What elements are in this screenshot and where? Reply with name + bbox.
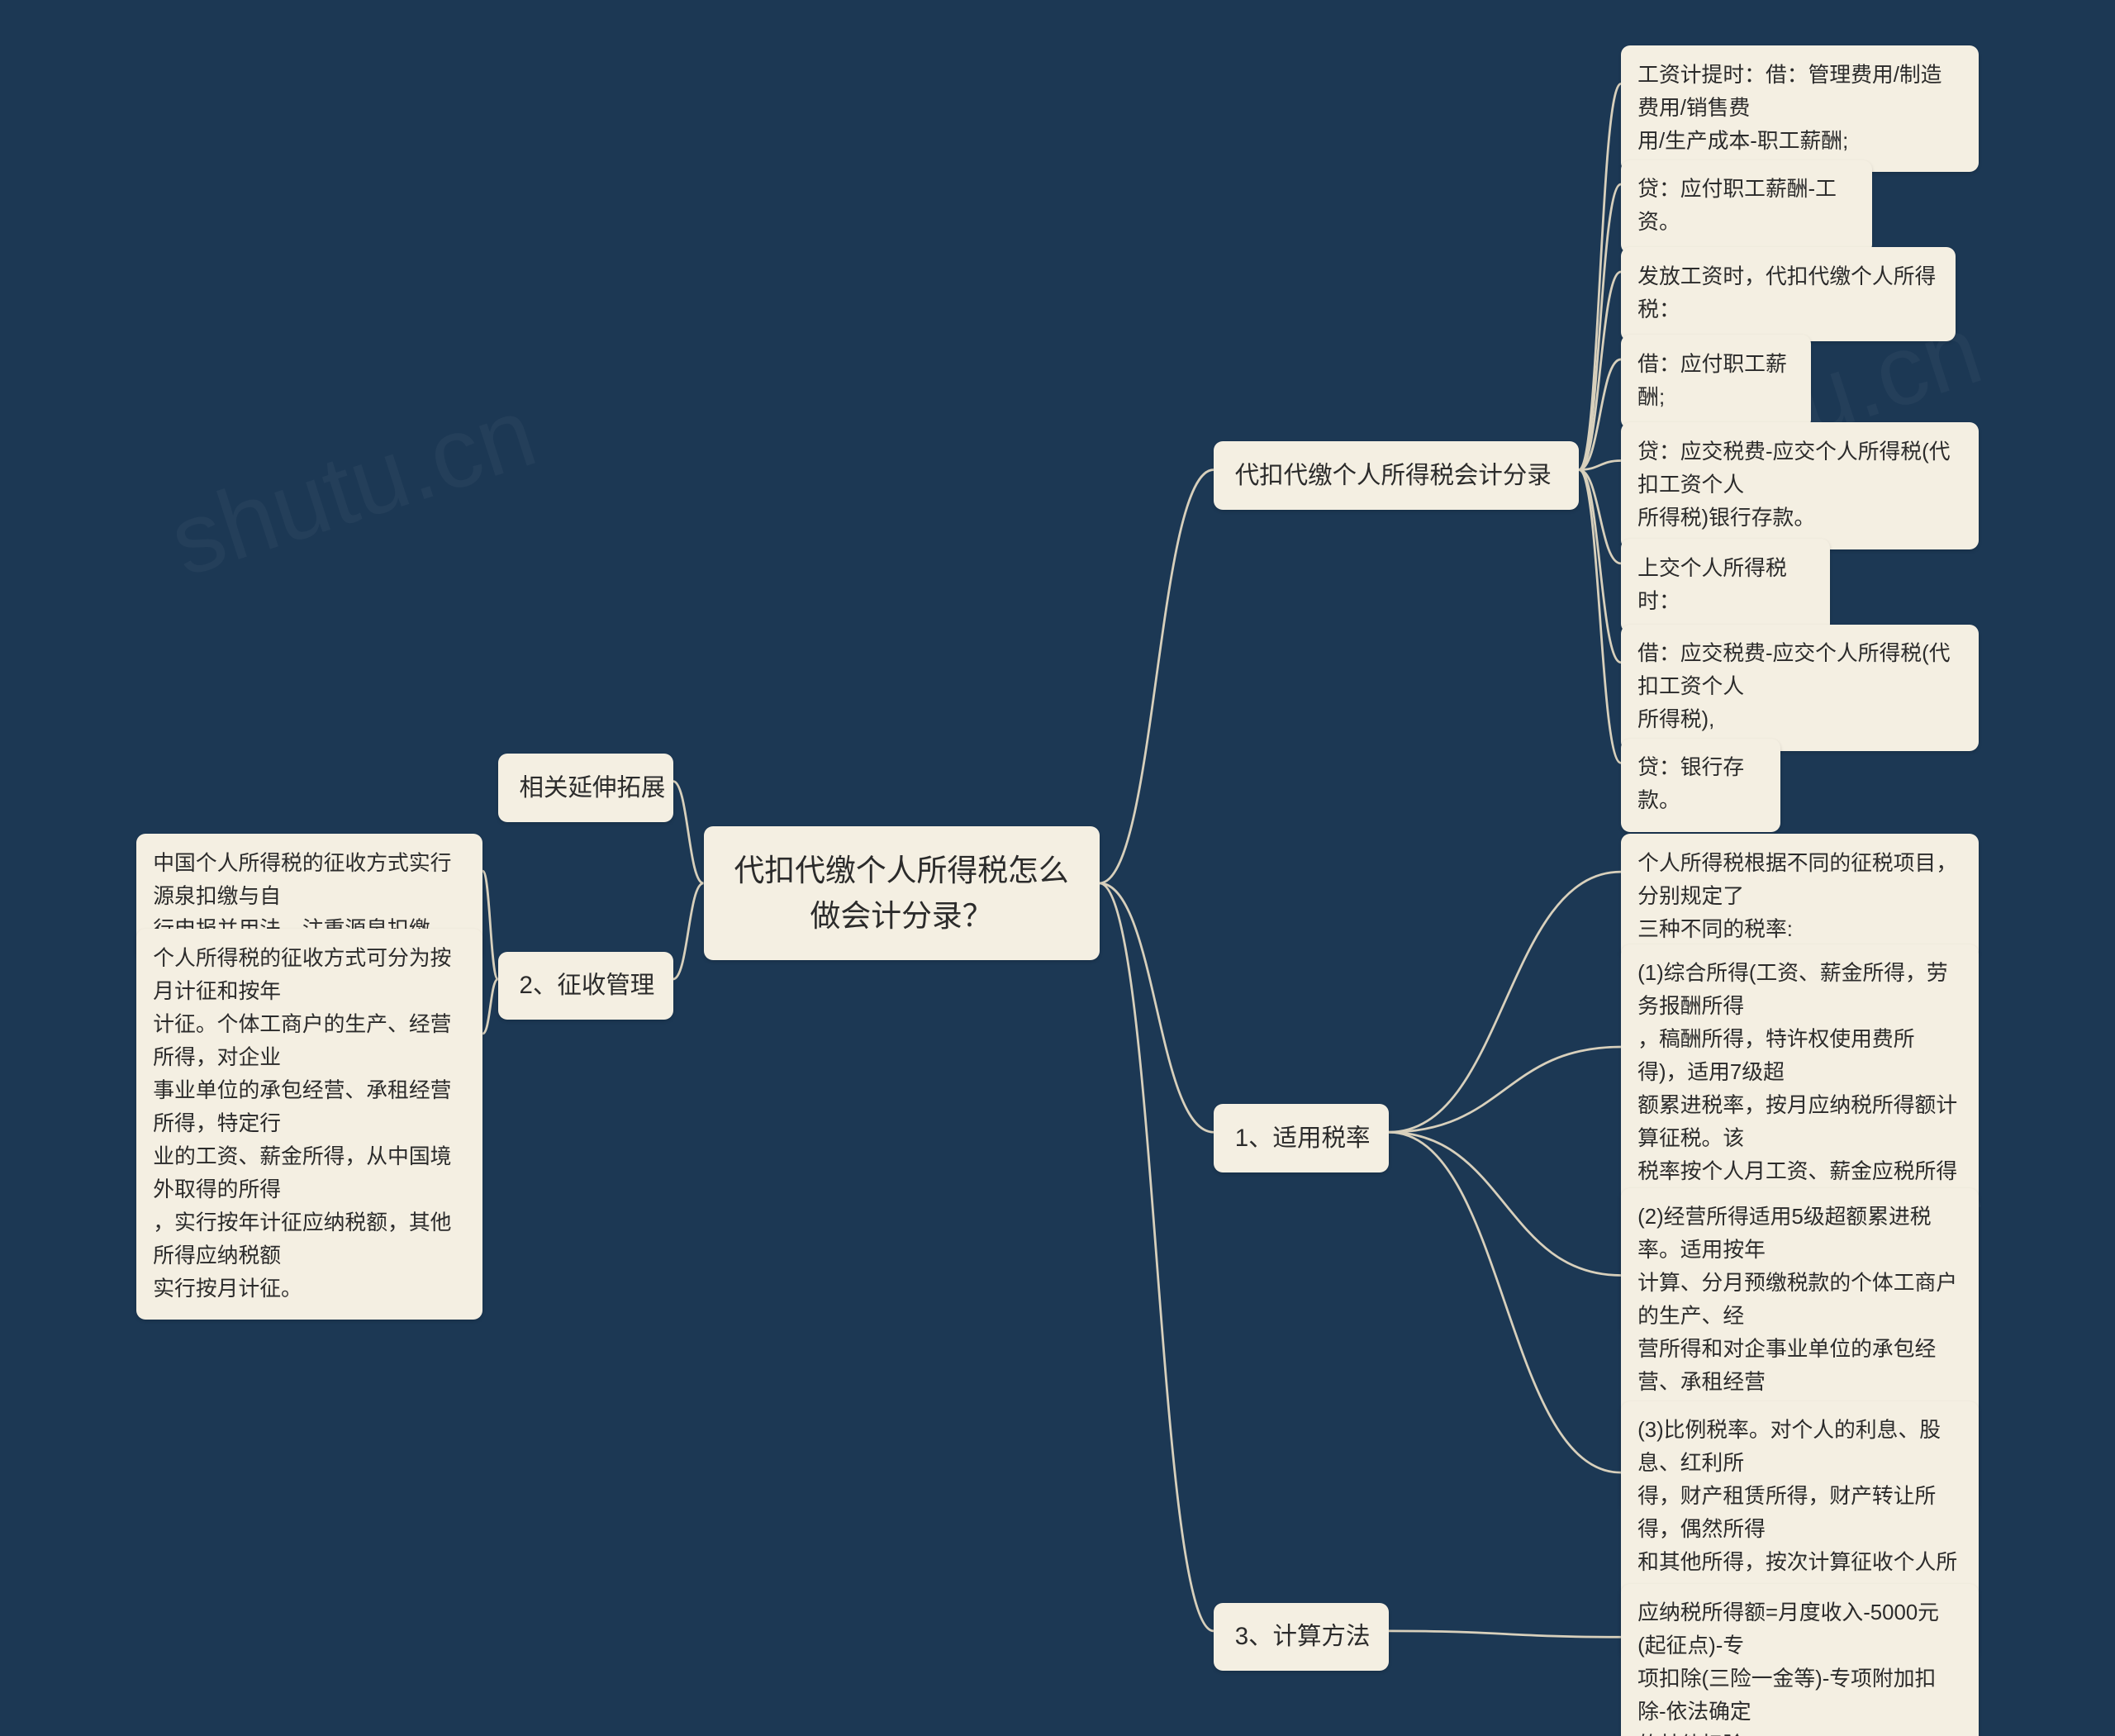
mindmap-leaf[interactable]: 贷：应交税费-应交个人所得税(代扣工资个人所得税)银行存款。: [1621, 422, 1979, 549]
mindmap-link: [1579, 470, 1621, 663]
mindmap-leaf[interactable]: 贷：应付职工薪酬-工资。: [1621, 160, 1872, 254]
mindmap-link: [1100, 883, 1214, 1132]
mindmap-link: [1579, 359, 1621, 470]
mindmap-link: [1579, 184, 1621, 470]
mindmap-leaf[interactable]: 个人所得税的征收方式可分为按月计征和按年计征。个体工商户的生产、经营所得，对企业…: [136, 929, 482, 1320]
mindmap-link: [1389, 1631, 1621, 1637]
mindmap-link: [482, 979, 497, 1034]
mindmap-link: [1579, 83, 1621, 469]
mindmap-branch[interactable]: 代扣代缴个人所得税会计分录: [1214, 441, 1579, 510]
mindmap-leaf[interactable]: 借：应付职工薪酬;: [1621, 335, 1811, 428]
mindmap-link: [1579, 461, 1621, 470]
mindmap-link: [1100, 883, 1214, 1631]
mindmap-leaf[interactable]: 上交个人所得税时：: [1621, 539, 1830, 632]
mindmap-branch[interactable]: 相关延伸拓展: [498, 754, 673, 822]
mindmap-leaf[interactable]: 工资计提时：借：管理费用/制造费用/销售费用/生产成本-职工薪酬;: [1621, 45, 1979, 172]
mindmap-link: [1579, 272, 1621, 470]
mindmap-leaf[interactable]: 应纳税所得额=月度收入-5000元(起征点)-专项扣除(三险一金等)-专项附加扣…: [1621, 1584, 1979, 1736]
mindmap-branch[interactable]: 3、计算方法: [1214, 1603, 1389, 1672]
mindmap-branch[interactable]: 2、征收管理: [498, 952, 673, 1020]
mindmap-leaf[interactable]: 贷：银行存款。: [1621, 739, 1781, 832]
mindmap-link: [1389, 1047, 1621, 1132]
mindmap-root[interactable]: 代扣代缴个人所得税怎么做会计分录？: [704, 826, 1100, 960]
mindmap-branch[interactable]: 1、适用税率: [1214, 1104, 1389, 1172]
mindmap-link: [1579, 470, 1621, 763]
mindmap-link: [1579, 470, 1621, 564]
mindmap-leaf[interactable]: 借：应交税费-应交个人所得税(代扣工资个人所得税),: [1621, 625, 1979, 751]
mindmap-leaf[interactable]: 发放工资时，代扣代缴个人所得税：: [1621, 247, 1956, 340]
mindmap-leaf[interactable]: 个人所得税根据不同的征税项目，分别规定了三种不同的税率:: [1621, 834, 1979, 960]
mindmap-link: [482, 871, 497, 979]
mindmap-link: [1389, 1132, 1621, 1472]
mindmap-link: [1389, 872, 1621, 1132]
watermark: shutu.cn: [157, 374, 549, 598]
mindmap-link: [673, 883, 704, 979]
mindmap-canvas: shutu.cnshutu.cnshutu.cn代扣代缴个人所得税怎么做会计分录…: [0, 0, 2115, 1736]
mindmap-link: [1100, 470, 1214, 883]
mindmap-link: [673, 781, 704, 882]
mindmap-link: [1389, 1132, 1621, 1275]
